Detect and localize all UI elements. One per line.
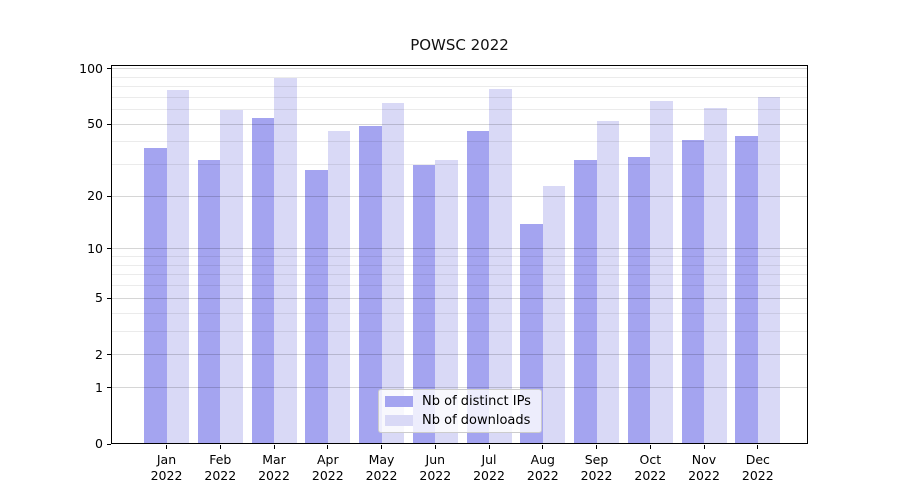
major-gridline	[111, 123, 808, 125]
x-axis-tick	[219, 445, 221, 449]
bar-downloads-may	[381, 103, 404, 444]
minor-gridline	[111, 330, 808, 332]
y-axis-tick	[107, 123, 111, 125]
bar-distinct-ips-nov	[681, 139, 704, 444]
bar-distinct-ips-apr	[305, 170, 328, 444]
minor-gridline	[111, 141, 808, 143]
bar-distinct-ips-jun	[412, 164, 436, 444]
y-axis-tick-label: 5	[95, 290, 103, 306]
y-axis-tick	[107, 354, 111, 356]
minor-gridline	[111, 274, 808, 276]
bar-distinct-ips-dec	[735, 136, 758, 444]
major-gridline	[111, 297, 808, 299]
minor-gridline	[111, 312, 808, 314]
minor-gridline	[111, 86, 808, 87]
minor-gridline	[111, 256, 808, 258]
x-axis-tick-label: Nov 2022	[688, 452, 720, 483]
x-axis-tick-label: Dec 2022	[741, 452, 774, 483]
bar-distinct-ips-jan	[144, 148, 167, 444]
y-axis-tick-label: 50	[87, 116, 103, 132]
legend-swatch-downloads-icon	[385, 415, 413, 426]
x-axis-tick-label: Jan 2022	[150, 452, 183, 483]
major-gridline	[111, 354, 808, 356]
y-axis-tick-label: 2	[95, 346, 103, 362]
bar-downloads-jan	[166, 89, 189, 444]
bar-distinct-ips-aug	[520, 223, 543, 444]
y-axis-tick	[107, 195, 111, 197]
legend-swatch-distinct-ips-icon	[385, 396, 413, 407]
x-axis-tick-label: Jun 2022	[419, 452, 452, 483]
x-axis-tick-label: Feb 2022	[204, 452, 237, 483]
bar-downloads-jul	[489, 88, 512, 444]
y-axis-tick	[107, 297, 111, 299]
y-axis-tick	[107, 68, 111, 69]
bar-downloads-jun	[435, 159, 458, 444]
x-axis-tick	[166, 445, 167, 449]
x-axis-tick-label: Sep 2022	[580, 452, 613, 483]
legend-entry-downloads: Nb of downloads	[385, 413, 535, 428]
x-axis-tick-label: Jul 2022	[473, 452, 505, 483]
x-axis-tick	[596, 445, 597, 449]
major-gridline	[111, 68, 808, 69]
x-axis-tick-label: Mar 2022	[258, 452, 290, 483]
bar-distinct-ips-feb	[197, 159, 221, 444]
x-axis-tick-label: May 2022	[365, 452, 398, 483]
y-axis-tick-label: 1	[95, 379, 103, 395]
major-gridline	[111, 387, 808, 389]
bar-downloads-nov	[704, 108, 727, 444]
legend-label-downloads: Nb of downloads	[422, 413, 531, 428]
major-gridline	[111, 195, 808, 197]
y-axis-tick	[107, 248, 111, 250]
minor-gridline	[111, 285, 808, 287]
x-axis-tick-label: Apr 2022	[311, 452, 344, 483]
bar-distinct-ips-may	[359, 125, 382, 444]
major-gridline	[111, 248, 808, 250]
minor-gridline	[111, 264, 808, 266]
x-axis-tick-label: Aug 2022	[526, 452, 559, 483]
bar-downloads-sep	[596, 121, 619, 444]
minor-gridline	[111, 76, 808, 78]
x-axis-tick	[703, 445, 705, 449]
x-axis-tick-label: Oct 2022	[634, 452, 667, 483]
bar-downloads-mar	[274, 77, 297, 444]
bar-downloads-aug	[542, 185, 566, 444]
x-axis-tick	[488, 445, 490, 449]
y-axis-tick-label: 20	[87, 188, 103, 204]
x-axis-tick	[434, 445, 436, 449]
y-axis-tick-label: 0	[95, 436, 103, 451]
y-axis-tick	[107, 443, 111, 445]
bar-distinct-ips-mar	[251, 118, 274, 444]
x-axis-tick	[649, 445, 651, 449]
legend-label-distinct-ips: Nb of distinct IPs	[422, 394, 531, 409]
bar-distinct-ips-sep	[574, 159, 597, 444]
y-axis-tick	[107, 387, 111, 389]
bar-downloads-oct	[650, 100, 673, 444]
legend-entry-distinct-ips: Nb of distinct IPs	[385, 394, 535, 409]
bar-downloads-dec	[757, 97, 781, 444]
bar-downloads-apr	[327, 130, 351, 444]
legend: Nb of distinct IPs Nb of downloads	[378, 389, 542, 433]
minor-gridline	[111, 164, 808, 166]
x-axis-tick	[757, 445, 759, 449]
bar-distinct-ips-jul	[466, 130, 489, 444]
chart-title: POWSC 2022	[410, 36, 509, 54]
x-axis-tick	[381, 445, 382, 449]
y-axis-tick-label: 100	[79, 60, 103, 76]
x-axis-tick	[273, 445, 275, 449]
minor-gridline	[111, 109, 808, 111]
x-axis-tick	[327, 445, 329, 449]
bar-downloads-feb	[220, 109, 243, 444]
x-axis-tick	[542, 445, 544, 449]
minor-gridline	[111, 96, 808, 98]
y-axis-tick-label: 10	[87, 240, 103, 256]
bar-distinct-ips-oct	[627, 157, 651, 444]
